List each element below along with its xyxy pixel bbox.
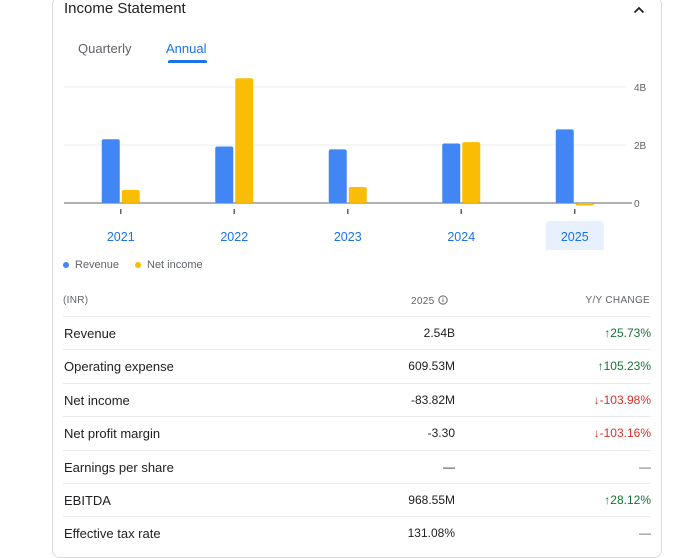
arrow-down-icon: ↓	[593, 392, 600, 407]
row-value: -3.30	[427, 426, 455, 441]
legend-revenue-label: Revenue	[75, 259, 120, 271]
y-tick-label: 0	[634, 199, 640, 210]
card-title: Income Statement	[64, 0, 186, 17]
tab-quarterly[interactable]: Quarterly	[78, 41, 132, 56]
x-category-label[interactable]: 2022	[220, 230, 248, 244]
chevron-up-icon[interactable]	[631, 2, 647, 18]
table-row: Effective tax rate 131.08% —	[63, 516, 651, 550]
row-change: ↓-103.98%	[594, 393, 651, 407]
bar-net-income	[462, 142, 481, 203]
table-row: Earnings per share — —	[63, 449, 651, 484]
row-change-text: -103.98%	[599, 392, 651, 407]
y-tick-label: 2B	[634, 141, 647, 152]
x-category-label[interactable]: 2021	[107, 230, 135, 244]
row-value: 2.54B	[423, 326, 455, 340]
arrow-up-icon: ↑	[604, 493, 611, 507]
x-category-label[interactable]: 2025	[561, 230, 589, 244]
legend-revenue: Revenue	[63, 259, 119, 271]
bar-revenue	[101, 139, 120, 203]
net-income-dot-icon	[135, 262, 141, 268]
row-change-text: —	[639, 526, 651, 541]
legend-net-income: Net income	[135, 259, 203, 271]
row-change: —	[639, 460, 651, 474]
selected-year-highlight	[545, 221, 604, 250]
arrow-down-icon: ↓	[593, 426, 600, 441]
table-row: Net income -83.82M ↓-103.98%	[63, 382, 651, 417]
table-row: Operating expense 609.53M ↑105.23%	[63, 349, 651, 383]
y-tick-label: 4B	[634, 83, 647, 94]
income-chart: 0 2B 4B 2021 2022 2023 2024 2025	[64, 78, 647, 250]
bar-revenue	[555, 129, 574, 203]
row-label: Operating expense	[64, 359, 174, 375]
bar-net-income	[575, 203, 594, 206]
arrow-up-icon: ↑	[597, 359, 604, 374]
bar-net-income	[121, 189, 140, 203]
bar-revenue	[442, 143, 461, 203]
bar-revenue	[328, 149, 347, 203]
x-category-label[interactable]: 2023	[334, 230, 362, 244]
row-label: Effective tax rate	[64, 526, 161, 542]
row-value: 131.08%	[407, 526, 455, 541]
income-statement-card	[52, 0, 662, 558]
bar-net-income	[348, 187, 367, 203]
row-change-text: —	[639, 459, 651, 474]
row-change: ↑25.73%	[604, 326, 651, 340]
row-value: -83.82M	[410, 392, 455, 407]
legend-net-income-label: Net income	[147, 259, 203, 271]
tab-annual[interactable]: Annual	[166, 41, 207, 56]
change-header: Y/Y CHANGE	[585, 295, 650, 306]
revenue-dot-icon	[63, 262, 69, 268]
arrow-up-icon: ↑	[604, 326, 611, 340]
row-label: Net income	[64, 392, 130, 408]
x-category-label[interactable]: 2024	[447, 230, 475, 244]
row-change-text: 28.12%	[610, 493, 651, 507]
table-row: Net profit margin -3.30 ↓-103.16%	[63, 416, 651, 450]
row-change-text: 105.23%	[603, 359, 651, 374]
year-header: 2025	[411, 295, 449, 307]
row-label: Revenue	[64, 326, 117, 341]
info-icon[interactable]	[438, 295, 449, 305]
row-change: —	[639, 526, 651, 540]
table-row: EBITDA 968.55M ↑28.12%	[63, 483, 651, 517]
year-header-label: 2025	[411, 296, 435, 307]
bar-revenue	[215, 146, 234, 203]
row-label: Net profit margin	[64, 426, 161, 442]
row-label: Earnings per share	[64, 459, 174, 475]
row-change: ↑28.12%	[604, 493, 651, 507]
bar-net-income	[235, 78, 254, 203]
row-change: ↑105.23%	[598, 359, 651, 373]
tab-annual-indicator	[168, 60, 207, 63]
row-value: —	[443, 459, 455, 474]
row-change: ↓-103.16%	[594, 426, 651, 440]
currency-header: (INR)	[63, 295, 89, 306]
table-row: Revenue 2.54B ↑25.73%	[63, 316, 651, 350]
row-change-text: 25.73%	[610, 326, 651, 340]
row-value: 609.53M	[408, 359, 455, 374]
row-value: 968.55M	[408, 493, 455, 507]
row-change-text: -103.16%	[599, 426, 651, 441]
row-label: EBITDA	[64, 493, 111, 508]
